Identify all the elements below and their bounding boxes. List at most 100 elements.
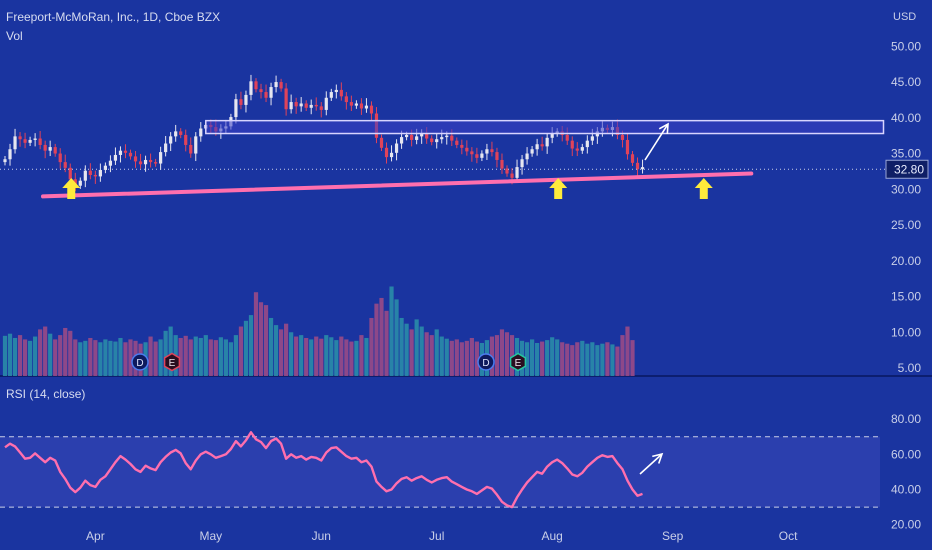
candle-body xyxy=(384,147,389,158)
candle-body xyxy=(13,136,17,150)
volume-bar xyxy=(228,342,233,376)
volume-bar xyxy=(595,345,600,376)
candle-body xyxy=(138,161,143,165)
volume-bar xyxy=(188,339,193,376)
candle-body xyxy=(545,137,549,147)
candle-body xyxy=(460,144,464,148)
candle-body xyxy=(154,162,158,164)
volume-bar xyxy=(580,340,585,376)
candle-body xyxy=(640,167,645,170)
volume-bar xyxy=(585,343,590,376)
volume-bar xyxy=(48,333,53,376)
volume-bar xyxy=(304,337,309,376)
candle-body xyxy=(133,156,138,162)
candle-body xyxy=(455,140,459,145)
candle-body xyxy=(405,134,409,138)
candle-body xyxy=(33,138,37,140)
volume-bar xyxy=(108,340,113,376)
volume-bar xyxy=(279,329,284,376)
earnings-icon xyxy=(509,352,527,372)
projection-arrow-head-icon xyxy=(652,452,664,464)
volume-bar xyxy=(469,337,474,376)
volume-bar xyxy=(128,339,133,376)
time-tick-label: Sep xyxy=(662,529,684,543)
candle-body xyxy=(239,99,243,105)
volume-bar xyxy=(314,336,319,376)
candle-body xyxy=(410,134,414,140)
candle-body xyxy=(169,136,173,144)
time-axis[interactable]: Apr May Jun Jul Aug Sep Oct xyxy=(86,529,798,543)
candle-body xyxy=(565,134,569,141)
volume-bar xyxy=(88,337,93,376)
volume-bar xyxy=(359,335,364,376)
volume-bar xyxy=(2,335,8,376)
candle-body xyxy=(78,180,82,186)
candle-body xyxy=(500,159,504,169)
candle-body xyxy=(259,89,263,93)
resistance-box xyxy=(205,119,885,135)
candle-body xyxy=(344,96,348,103)
volume-bar xyxy=(454,339,459,376)
price-tick-label: 5.00 xyxy=(898,361,922,375)
volume-bar xyxy=(600,343,605,376)
up-arrow-icon xyxy=(62,178,81,199)
volume-label: Vol xyxy=(6,29,23,43)
volume-bar xyxy=(258,302,264,376)
candle-body xyxy=(314,104,318,107)
candle-body xyxy=(299,103,303,107)
candle-body xyxy=(63,162,67,168)
projection-arrow-icon xyxy=(644,123,669,161)
up-arrow-icon xyxy=(694,178,713,199)
price-axis[interactable]: 50.00 45.00 40.00 35.00 30.00 25.00 20.00 15.00… xyxy=(891,39,921,375)
candle-body xyxy=(470,151,474,155)
volume-bar xyxy=(148,336,153,376)
candle-body xyxy=(18,136,22,140)
candle-body xyxy=(148,159,153,163)
volume-bar xyxy=(590,342,595,376)
candle-body xyxy=(415,136,419,140)
volume-bar xyxy=(158,339,163,376)
candle-body xyxy=(399,137,404,144)
candle-body xyxy=(174,131,178,137)
candle-body xyxy=(304,103,308,108)
volume-bar xyxy=(605,342,610,376)
volume-bar xyxy=(389,286,394,376)
volume-bar xyxy=(414,319,419,376)
rsi-tick-label: 80.00 xyxy=(891,412,921,426)
price-tick-label: 10.00 xyxy=(891,325,921,339)
volume-bar xyxy=(93,340,98,376)
price-tick-label: 50.00 xyxy=(891,39,921,53)
earnings-icon-label: E xyxy=(515,358,522,369)
volume-bar xyxy=(273,325,279,376)
candle-body xyxy=(319,106,323,110)
volume-bar xyxy=(268,317,274,376)
candle-body xyxy=(38,138,42,145)
projection-arrow-head-icon xyxy=(658,122,669,135)
volume-bar xyxy=(83,340,88,376)
rsi-axis[interactable]: 80.00 60.00 40.00 20.00 xyxy=(891,412,921,532)
volume-bar xyxy=(43,326,48,376)
candle-body xyxy=(425,133,429,139)
volume-bar xyxy=(98,342,103,376)
volume-bar xyxy=(535,342,540,376)
volume-bar xyxy=(570,345,575,376)
candle-body xyxy=(274,82,278,88)
time-tick-label: May xyxy=(199,529,222,543)
volume-bar xyxy=(610,344,615,376)
volume-bar xyxy=(168,326,173,376)
candle-body xyxy=(420,133,424,137)
candle-body xyxy=(329,92,333,98)
up-arrow-icon xyxy=(549,178,568,199)
volume-bar xyxy=(625,326,630,376)
volume-bar xyxy=(449,340,454,376)
volume-bar xyxy=(233,335,239,376)
time-tick-label: Apr xyxy=(86,529,105,543)
dividend-icon-label: D xyxy=(482,358,489,369)
volume-bar xyxy=(73,339,78,376)
volume-bar xyxy=(103,339,108,376)
candle-body xyxy=(530,149,534,154)
candle-body xyxy=(430,138,434,143)
candle-body xyxy=(339,89,343,97)
